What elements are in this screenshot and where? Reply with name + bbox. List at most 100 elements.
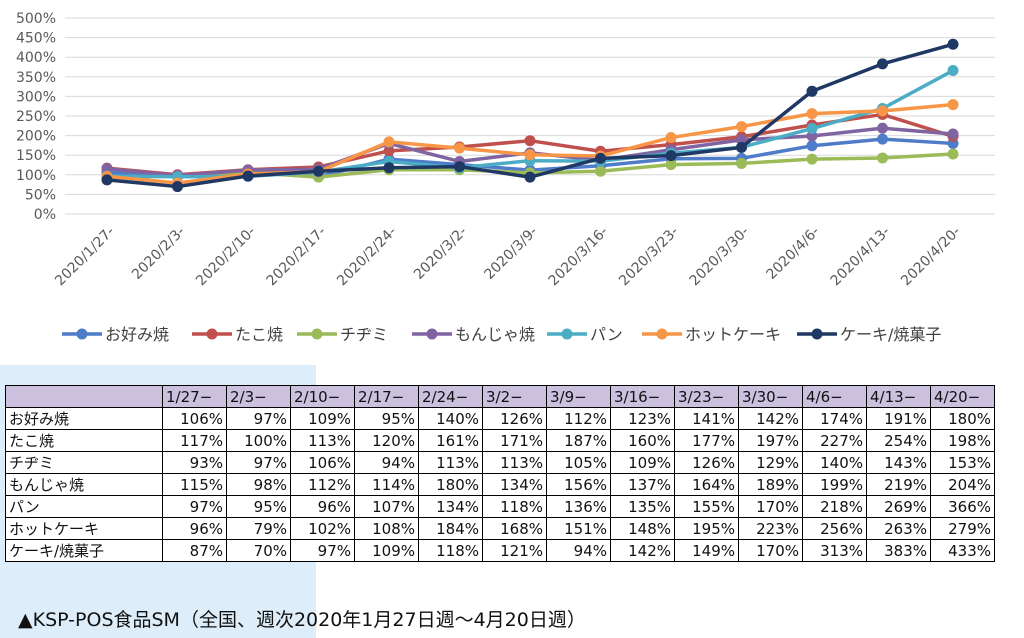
data-point (313, 165, 324, 177)
x-tick-label: 2020/1/27- (52, 224, 118, 290)
table-cell: 102% (290, 517, 355, 540)
source-caption: ▲KSP-POS食品SM（全国、週次2020年1月27日週～4月20日週） (18, 609, 586, 631)
table-cell: 223% (738, 517, 803, 540)
y-tick-label: 0% (34, 207, 56, 223)
table-cell: 115% (162, 473, 227, 496)
table-cell: 123% (610, 407, 675, 430)
table-cell: 180% (930, 407, 995, 430)
y-tick-label: 50% (25, 187, 56, 203)
x-tick-label: 2020/3/23- (616, 224, 682, 290)
table-cell: 142% (738, 407, 803, 430)
data-point (172, 181, 183, 193)
table-cell: 87% (162, 539, 227, 562)
table-cell: 189% (738, 473, 803, 496)
y-tick-label: 450% (16, 31, 56, 47)
x-tick-label: 2020/2/10- (193, 224, 259, 290)
column-header: 1/27− (162, 385, 227, 408)
data-point (595, 165, 606, 177)
table-cell: 141% (674, 407, 739, 430)
table-cell: 254% (866, 429, 931, 452)
data-point (595, 152, 606, 164)
table-cell: 197% (738, 429, 803, 452)
column-header: 2/17− (354, 385, 419, 408)
legend-label: たこ焼 (235, 325, 283, 344)
table-cell: 95% (226, 495, 291, 518)
table-cell: 112% (546, 407, 611, 430)
table-cell: 97% (226, 407, 291, 430)
table-row: たこ焼 117% 100% 113% 120% 161% 171% 187% 160% 177% 1… (5, 429, 995, 452)
table-cell: 269% (866, 495, 931, 518)
table-cell: 155% (674, 495, 739, 518)
table-cell: 113% (290, 429, 355, 452)
data-point (877, 152, 888, 164)
row-label: お好み焼 (5, 407, 163, 430)
column-header: 2/3− (226, 385, 291, 408)
row-label: もんじゃ焼 (5, 473, 163, 496)
table-cell: 164% (674, 473, 739, 496)
y-tick-label: 300% (16, 89, 56, 105)
x-tick-label: 2020/3/9- (481, 224, 540, 283)
table-cell: 100% (226, 429, 291, 452)
row-label: パン (5, 495, 163, 518)
table-row: パン 97% 95% 96% 107% 134% 118% 136% 135% 155% 170% 2… (5, 495, 995, 518)
x-tick-label: 2020/3/16- (546, 224, 612, 290)
table-cell: 105% (546, 451, 611, 474)
x-tick-label: 2020/2/3- (129, 224, 188, 283)
legend-label: パン (590, 325, 623, 344)
table-cell: 187% (546, 429, 611, 452)
data-point (877, 133, 888, 145)
table-cell: 97% (162, 495, 227, 518)
table-cell: 120% (354, 429, 419, 452)
table-cell: 148% (610, 517, 675, 540)
column-header: 3/16− (610, 385, 675, 408)
data-point (877, 58, 888, 70)
line-chart: 0% 50% 100% 150% 200% 250% 300% 350% 400% 450% 500… (16, 11, 995, 344)
legend-marker (811, 328, 823, 340)
table-cell: 366% (930, 495, 995, 518)
x-tick-label: 2020/2/24- (334, 224, 400, 290)
data-point (665, 159, 677, 171)
data-point (947, 128, 959, 140)
column-header: 4/6− (802, 385, 867, 408)
column-header: 3/9− (546, 385, 611, 408)
table-cell: 118% (482, 495, 547, 518)
x-tick-label: 2020/3/2- (411, 224, 470, 283)
y-tick-label: 100% (16, 168, 56, 184)
column-header: 2/10− (290, 385, 355, 408)
data-point (524, 171, 536, 183)
legend-marker (311, 328, 323, 340)
table-cell: 149% (674, 539, 739, 562)
data-point (947, 65, 959, 77)
legend-marker (561, 328, 573, 340)
table-cell: 161% (418, 429, 483, 452)
column-header: 2/24− (418, 385, 483, 408)
table-cell: 94% (354, 451, 419, 474)
x-tick-label: 2020/4/13- (828, 224, 894, 290)
legend-marker (76, 328, 88, 340)
y-tick-label: 200% (16, 129, 56, 145)
table-cell: 279% (930, 517, 995, 540)
table-cell: 174% (802, 407, 867, 430)
table-cell: 106% (162, 407, 227, 430)
table-cell: 313% (802, 539, 867, 562)
table-cell: 93% (162, 451, 227, 474)
data-point (736, 121, 747, 133)
table-cell: 142% (610, 539, 675, 562)
column-header: 3/30− (738, 385, 803, 408)
table-cell: 383% (866, 539, 931, 562)
data-point (947, 148, 959, 160)
data-point (877, 122, 888, 134)
table-cell: 97% (290, 539, 355, 562)
data-point (947, 99, 959, 111)
table-cell: 256% (802, 517, 867, 540)
table-cell: 227% (802, 429, 867, 452)
table-cell: 70% (226, 539, 291, 562)
data-point (454, 161, 465, 173)
legend-marker (206, 328, 218, 340)
data-point (806, 153, 818, 165)
data-point (101, 174, 113, 186)
data-point (665, 150, 677, 162)
table-cell: 191% (866, 407, 931, 430)
table-cell: 126% (674, 451, 739, 474)
table-cell: 109% (610, 451, 675, 474)
